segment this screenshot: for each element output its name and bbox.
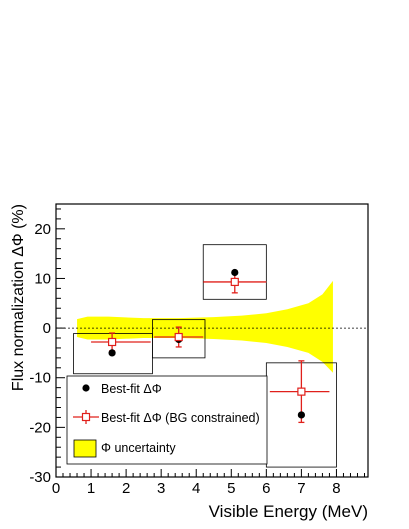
legend-band-swatch [73,439,97,458]
x-tick-label: 7 [297,480,305,497]
legend-bestfit-marker [82,384,90,392]
box-2 [202,244,267,300]
x-tick-label: 6 [262,480,270,497]
x-tick-label: 3 [157,480,165,497]
constrained-point-1 [174,332,183,342]
x-tick-label: 2 [122,480,130,497]
axis-ticks: 0 1 2 3 4 5 6 7 8 -30 -20 -10 0 10 20 [29,208,365,497]
legend-constrained-marker [81,412,91,422]
y-tick-label: -30 [29,469,51,486]
box-1 [152,319,206,359]
x-tick-label: 4 [192,480,200,497]
constrained-point-2 [230,277,239,287]
constrained-point-3 [297,387,306,396]
legend: Best-fit ΔΦ Best-fit ΔΦ (BG constrained)… [66,375,268,465]
y-tick-label: -20 [29,419,51,436]
legend-constrained-label: Best-fit ΔΦ (BG constrained) [101,411,260,425]
x-axis-label: Visible Energy (MeV) [209,502,368,521]
legend-frame [66,375,268,465]
bestfit-point-0 [108,349,116,357]
y-axis-label: Flux normalization ΔΦ (%) [10,204,27,391]
legend-bestfit-label: Best-fit ΔΦ [101,382,162,396]
x-tick-label: 5 [227,480,235,497]
x-tick-label: 1 [87,480,95,497]
x-tick-label: 0 [52,480,60,497]
bestfit-point-2 [231,268,239,277]
plot-frame [55,203,369,478]
constrained-point-0 [107,337,117,347]
y-tick-label: 0 [43,320,51,337]
y-tick-label: 10 [34,270,51,287]
legend-band-label: Φ uncertainty [101,441,176,455]
x-tick-label: 8 [332,480,340,497]
y-tick-label: 20 [34,221,51,238]
y-tick-label: -10 [29,370,51,387]
bestfit-point-3 [297,411,305,419]
